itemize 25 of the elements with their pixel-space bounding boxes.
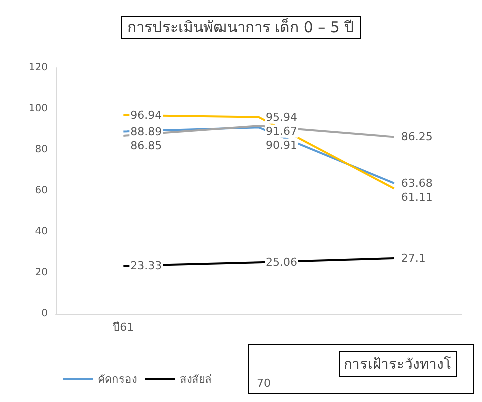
data-label: 86.85 <box>130 139 162 152</box>
chart-title: การประเมินพัฒนาการ เด็ก 0 – 5 ปี <box>127 18 355 36</box>
y-tick-label: 120 <box>28 62 48 74</box>
data-label: 86.25 <box>401 130 433 144</box>
y-tick-label: 0 <box>42 308 48 320</box>
data-label: 27.1 <box>401 252 426 265</box>
data-label: 90.91 <box>266 138 298 152</box>
data-label: 23.33 <box>130 260 162 273</box>
text: 70 <box>257 377 271 390</box>
y-tick-label: 20 <box>35 268 48 278</box>
data-label: 95.94 <box>266 110 298 124</box>
data-label: 63.68 <box>401 176 433 190</box>
x-tick-label: ปี61 <box>112 321 134 334</box>
legend-label: คัดกรอง <box>98 373 137 386</box>
data-label: 61.11 <box>401 190 433 204</box>
legend-label: สงสัยล่ <box>180 373 212 386</box>
data-label: 25.06 <box>266 256 298 270</box>
y-tick-label: 60 <box>35 186 48 196</box>
data-label: 88.89 <box>130 125 162 138</box>
y-tick-label: 80 <box>35 144 48 156</box>
text: การเฝ้าระวังทางโ <box>339 351 457 377</box>
y-tick-label: 100 <box>28 104 48 114</box>
y-tick-label: 40 <box>35 226 48 238</box>
data-label: 96.94 <box>130 108 162 122</box>
data-label: 91.67 <box>266 124 298 138</box>
